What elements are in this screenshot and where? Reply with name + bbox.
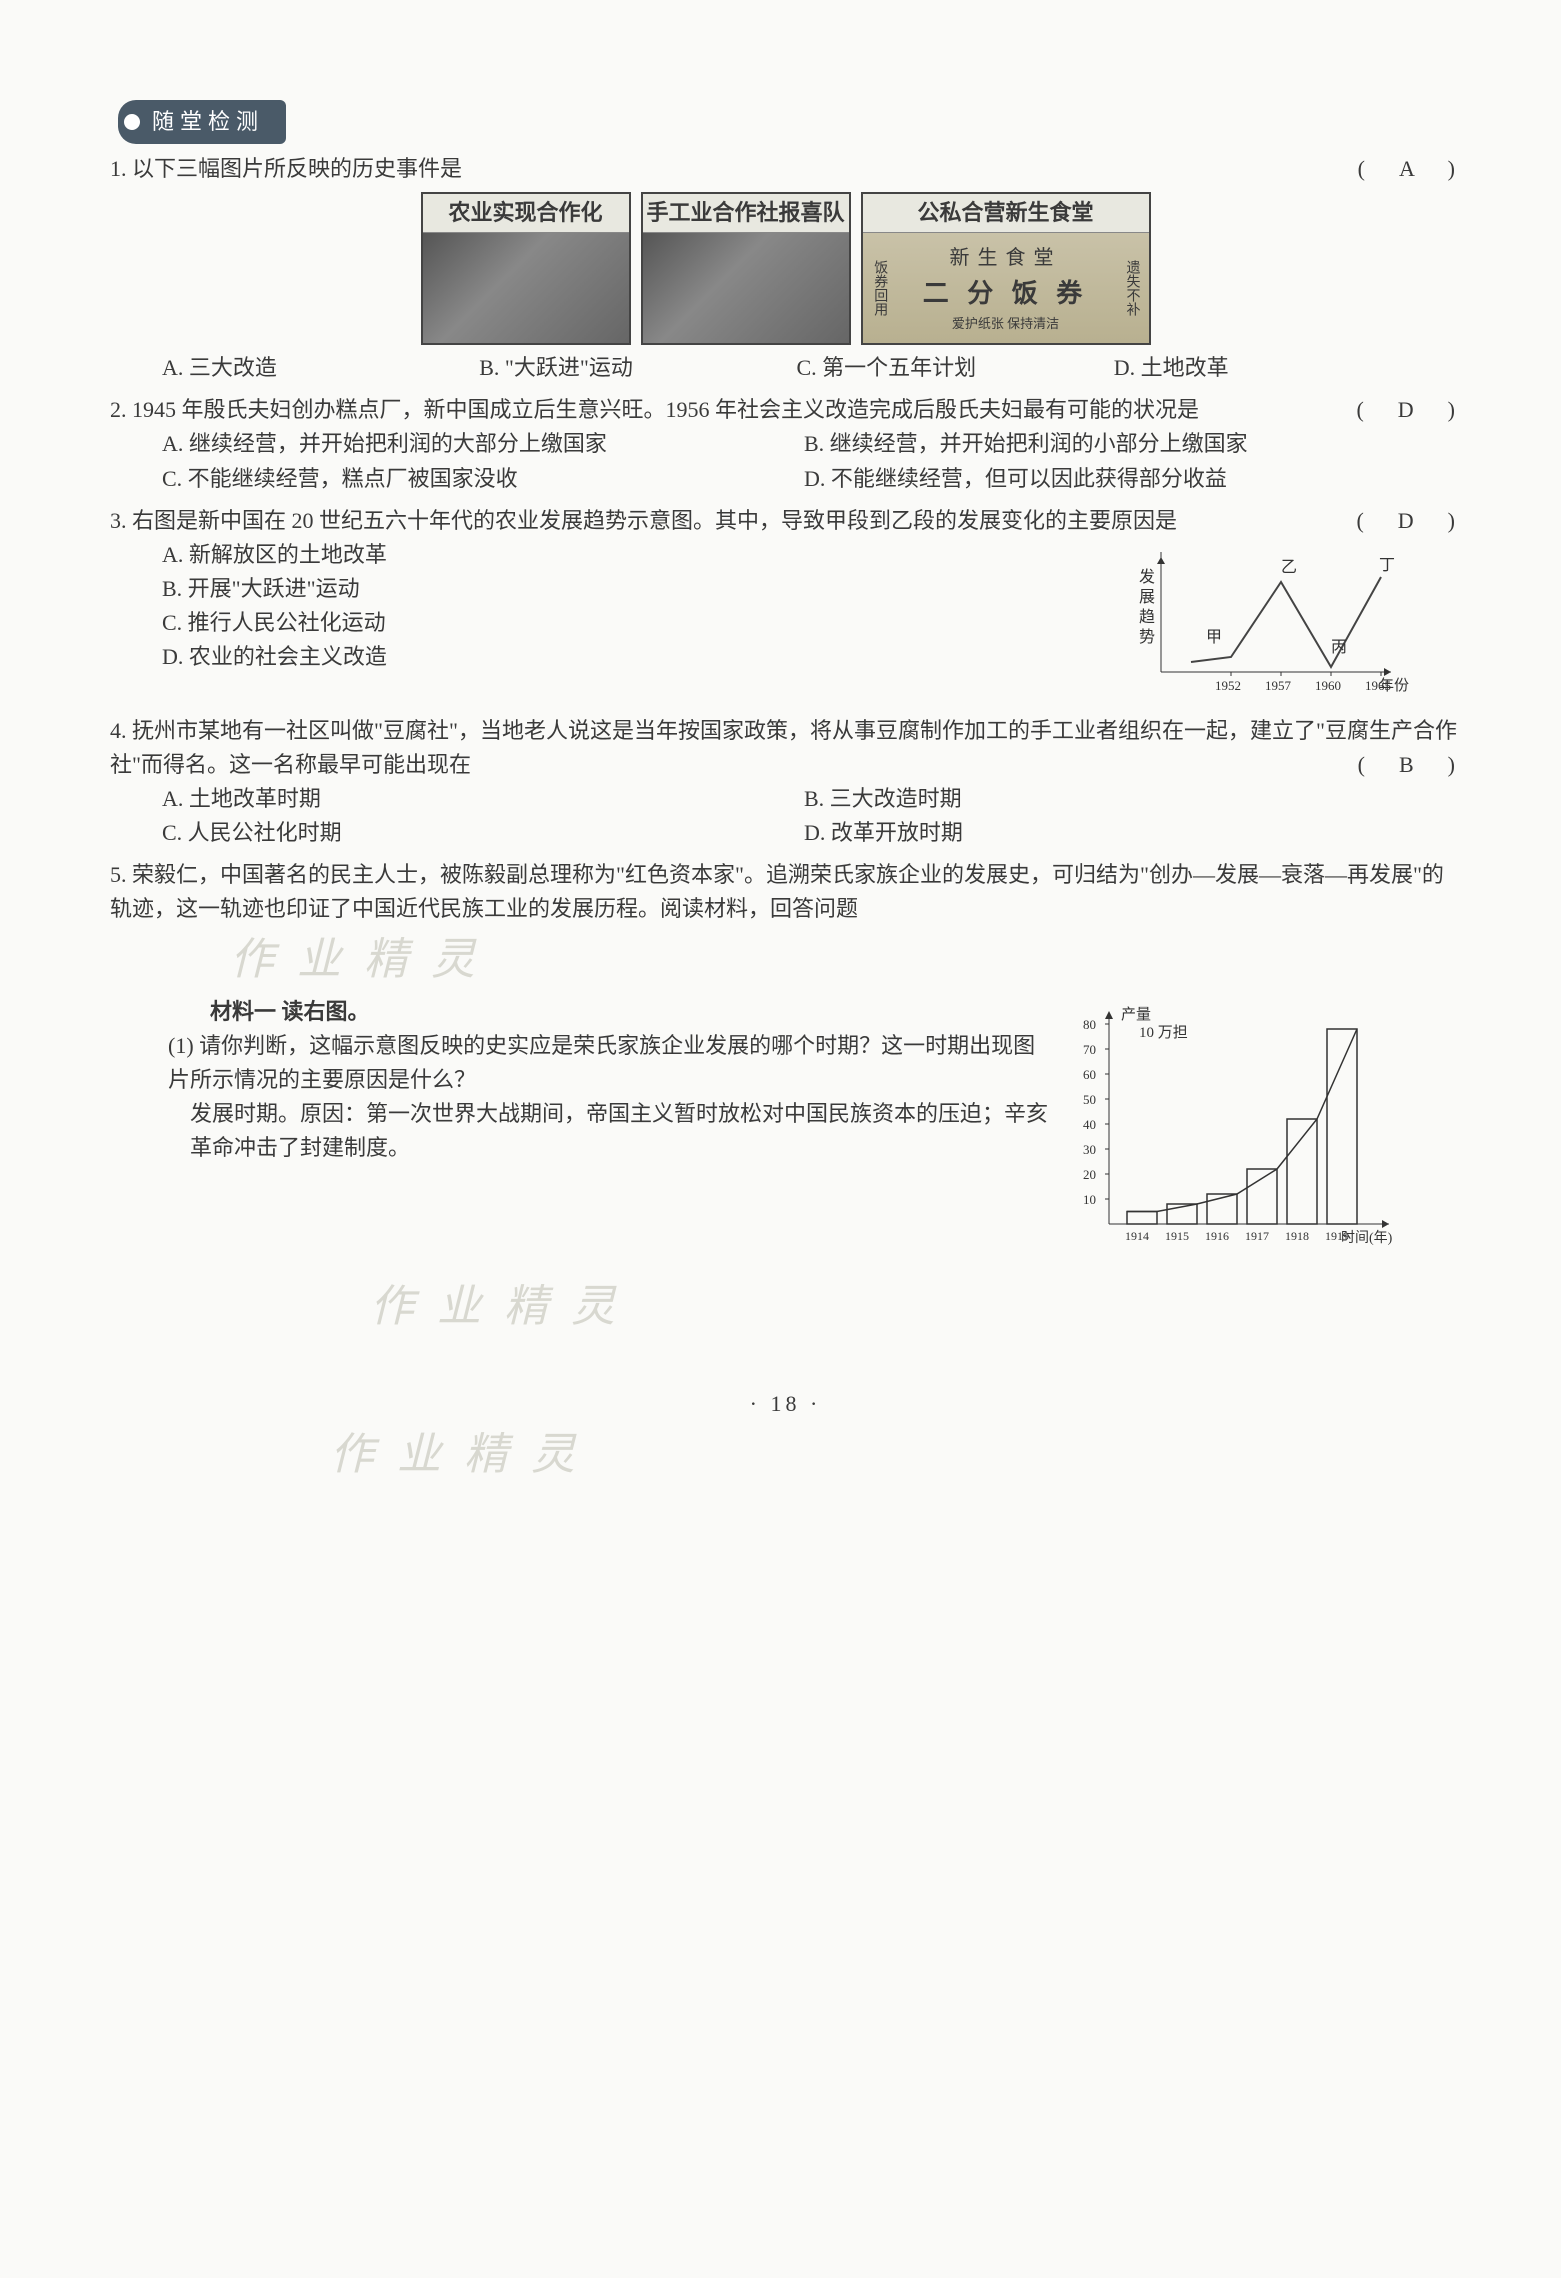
question-number: 2. [110,397,127,422]
figure-image-placeholder [643,233,849,343]
svg-text:1960: 1960 [1315,678,1341,692]
svg-text:1957: 1957 [1265,678,1292,692]
question-number: 3. [110,508,127,533]
option-a: A. 三大改造 [162,351,474,385]
ticket-foot: 爱护纸张 保持清洁 [923,314,1089,334]
watermark-2: 作 业 精 灵 [370,1273,1461,1341]
option-b: B. 三大改造时期 [804,782,1441,816]
option-a: A. 土地改革时期 [162,782,799,816]
answer-value: B [1399,752,1420,777]
q5-chart: 产量10 万担时间(年)1020304050607080191419151916… [1071,999,1411,1269]
q3-chart: 发展趋势年份1952195719601965甲乙丙丁 [1131,542,1411,702]
figure-caption: 手工业合作社报喜队 [643,194,849,233]
svg-text:60: 60 [1083,1067,1096,1082]
svg-text:展: 展 [1139,589,1155,606]
ticket-side-right: 遗失不补 [1121,243,1143,334]
q1-figures: 农业实现合作化 手工业合作社报喜队 公私合营新生食堂 饭券回用 新生食堂 二 分… [110,192,1461,345]
svg-text:10 万担: 10 万担 [1139,1024,1188,1041]
question-3: 3. 右图是新中国在 20 世纪五六十年代的农业发展趋势示意图。其中，导致甲段到… [110,504,1461,706]
svg-text:1916: 1916 [1205,1229,1229,1243]
watermark-1: 作 业 精 灵 [230,926,1461,994]
svg-text:发: 发 [1139,568,1155,586]
question-stem: 荣毅仁，中国著名的民主人士，被陈毅副总理称为"红色资本家"。追溯荣氏家族企业的发… [110,862,1444,921]
badge-label: 随堂检测 [118,100,286,144]
svg-text:产量: 产量 [1121,1006,1151,1023]
svg-text:1915: 1915 [1165,1229,1189,1243]
ticket-side-left: 饭券回用 [869,243,891,334]
svg-text:趋: 趋 [1139,608,1155,626]
question-5: 5. 荣毅仁，中国著名的民主人士，被陈毅副总理称为"红色资本家"。追溯荣氏家族企… [110,858,1461,1272]
figure-3: 公私合营新生食堂 饭券回用 新生食堂 二 分 饭 券 爱护纸张 保持清洁 遗失不… [861,192,1151,345]
sub-question-number: (1) [168,1033,194,1058]
answer-slot: ( D ) [1356,504,1461,538]
section-badge: 随堂检测 [118,100,1461,144]
svg-text:80: 80 [1083,1017,1096,1032]
option-c: C. 人民公社化时期 [162,816,799,850]
answer-value: D [1398,508,1420,533]
figure-caption: 农业实现合作化 [423,194,629,233]
answer-slot: ( B ) [1358,748,1461,782]
question-number: 5. [110,862,127,887]
option-c: C. 不能继续经营，糕点厂被国家没收 [162,462,799,496]
ticket-line1: 新生食堂 [923,243,1089,274]
watermark-3: 作 业 精 灵 [330,1421,1461,1489]
svg-text:1917: 1917 [1245,1229,1269,1243]
page-number: · 18 · [110,1387,1461,1421]
svg-text:丁: 丁 [1379,557,1395,574]
svg-text:10: 10 [1083,1192,1096,1207]
answer-slot: ( D ) [1356,393,1461,427]
question-1: ( A ) 1. 以下三幅图片所反映的历史事件是 农业实现合作化 手工业合作社报… [110,152,1461,385]
svg-text:1952: 1952 [1215,678,1241,692]
answer-slot: ( A ) [1358,152,1461,186]
option-b: B. "大跃进"运动 [479,351,791,385]
figure-2: 手工业合作社报喜队 [641,192,851,345]
option-a: A. 继续经营，并开始把利润的大部分上缴国家 [162,427,799,461]
question-number: 1. [110,156,127,181]
answer-value: A [1399,156,1420,181]
svg-text:1919: 1919 [1325,1229,1349,1243]
answer-value: D [1398,397,1420,422]
question-2: 2. 1945 年殷氏夫妇创办糕点厂，新中国成立后生意兴旺。1956 年社会主义… [110,393,1461,495]
question-stem: 以下三幅图片所反映的历史事件是 [132,156,462,181]
svg-text:30: 30 [1083,1142,1096,1157]
option-d: D. 改革开放时期 [804,816,1441,850]
svg-text:丙: 丙 [1331,639,1347,656]
ticket-line2: 二 分 饭 券 [923,274,1089,314]
figure-1: 农业实现合作化 [421,192,631,345]
svg-text:50: 50 [1083,1092,1096,1107]
svg-text:1918: 1918 [1285,1229,1309,1243]
option-d: D. 土地改革 [1114,351,1426,385]
svg-text:1965: 1965 [1365,678,1391,692]
svg-text:40: 40 [1083,1117,1096,1132]
svg-text:势: 势 [1139,628,1155,646]
question-stem: 1945 年殷氏夫妇创办糕点厂，新中国成立后生意兴旺。1956 年社会主义改造完… [132,397,1199,422]
question-stem: 抚州市某地有一社区叫做"豆腐社"，当地老人说这是当年按国家政策，将从事豆腐制作加… [110,718,1457,777]
question-number: 4. [110,718,127,743]
svg-text:70: 70 [1083,1042,1096,1057]
question-4: 4. 抚州市某地有一社区叫做"豆腐社"，当地老人说这是当年按国家政策，将从事豆腐… [110,714,1461,850]
svg-text:20: 20 [1083,1167,1096,1182]
sub-question-stem: 请你判断，这幅示意图反映的史实应是荣氏家族企业发展的哪个时期？这一时期出现图片所… [168,1033,1035,1092]
option-c: C. 第一个五年计划 [797,351,1109,385]
svg-text:乙: 乙 [1281,559,1297,576]
option-d: D. 不能继续经营，但可以因此获得部分收益 [804,462,1441,496]
svg-text:1914: 1914 [1125,1229,1149,1243]
svg-text:甲: 甲 [1206,629,1222,646]
question-stem: 右图是新中国在 20 世纪五六十年代的农业发展趋势示意图。其中，导致甲段到乙段的… [132,508,1177,533]
figure-caption: 公私合营新生食堂 [863,194,1149,233]
option-b: B. 继续经营，并开始把利润的小部分上缴国家 [804,427,1441,461]
figure-image-placeholder: 饭券回用 新生食堂 二 分 饭 券 爱护纸张 保持清洁 遗失不补 [863,233,1149,343]
figure-image-placeholder [423,233,629,343]
